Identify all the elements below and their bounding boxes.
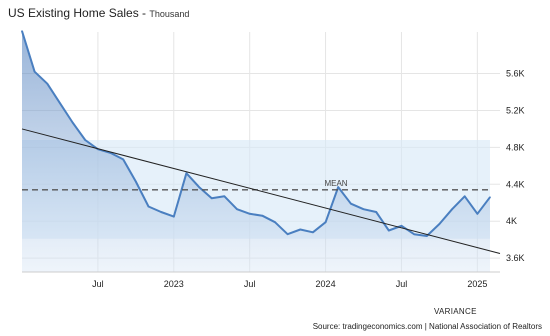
data-point xyxy=(223,195,226,198)
axes-layer: 3.6K 4K 4.4K 4.8K 5.2K 5.6K Jul 2023 Jul 2024 Jul 2… xyxy=(22,69,525,289)
data-point xyxy=(248,213,251,215)
y-tick-label: 4K xyxy=(506,216,517,226)
trend-line xyxy=(21,128,501,255)
x-tick-label: 2023 xyxy=(164,279,184,289)
x-tick-label: 2025 xyxy=(467,279,487,289)
data-point xyxy=(147,205,150,208)
chart-title-main: US Existing Home Sales xyxy=(8,6,139,20)
data-point xyxy=(324,221,327,223)
series-line-layer xyxy=(21,30,491,237)
y-tick-label: 4.4K xyxy=(506,179,525,189)
data-point xyxy=(438,223,441,225)
data-point xyxy=(299,228,302,231)
data-point xyxy=(236,208,238,210)
data-point xyxy=(46,82,49,85)
data-point xyxy=(388,229,390,232)
data-point xyxy=(185,172,188,174)
x-tick-label: Jul xyxy=(92,279,104,289)
data-point xyxy=(350,202,352,205)
data-point xyxy=(160,211,162,213)
data-point xyxy=(362,208,365,210)
data-point xyxy=(463,195,466,198)
data-point xyxy=(198,186,200,188)
y-tick-label: 5.6K xyxy=(506,69,525,79)
variance-label: VARIANCE xyxy=(434,307,477,316)
x-tick-label: Jul xyxy=(244,279,256,289)
data-point xyxy=(286,233,289,235)
data-point xyxy=(476,213,479,215)
data-point xyxy=(337,186,340,188)
series-line xyxy=(21,30,491,237)
data-point xyxy=(84,139,86,141)
data-point xyxy=(375,211,378,213)
data-point xyxy=(400,225,403,227)
x-tick-label: Jul xyxy=(396,279,408,289)
data-point xyxy=(413,233,415,235)
y-tick-label: 4.8K xyxy=(506,142,525,152)
data-point xyxy=(135,180,137,183)
y-tick-label: 5.2K xyxy=(506,105,525,115)
source-text: Source: tradingeconomics.com | National … xyxy=(312,322,542,331)
data-point xyxy=(122,158,124,161)
chart-subtitle: Thousand xyxy=(149,9,190,19)
data-point xyxy=(33,70,36,73)
title-separator: - xyxy=(138,6,150,20)
data-point xyxy=(59,102,61,104)
x-tick-label: 2024 xyxy=(316,279,336,289)
trend-line-layer xyxy=(21,128,501,255)
data-point xyxy=(173,215,175,218)
data-point xyxy=(489,196,491,198)
data-point xyxy=(426,235,428,237)
y-tick-label: 3.6K xyxy=(506,253,525,263)
data-point xyxy=(274,221,276,223)
data-point xyxy=(71,121,74,124)
data-point xyxy=(451,208,453,210)
data-point xyxy=(210,197,213,199)
chart-title: US Existing Home Sales - Thousand xyxy=(8,6,189,20)
data-point xyxy=(21,30,23,32)
mean-label: MEAN xyxy=(324,179,347,188)
data-point xyxy=(312,231,314,234)
data-point xyxy=(261,214,264,217)
